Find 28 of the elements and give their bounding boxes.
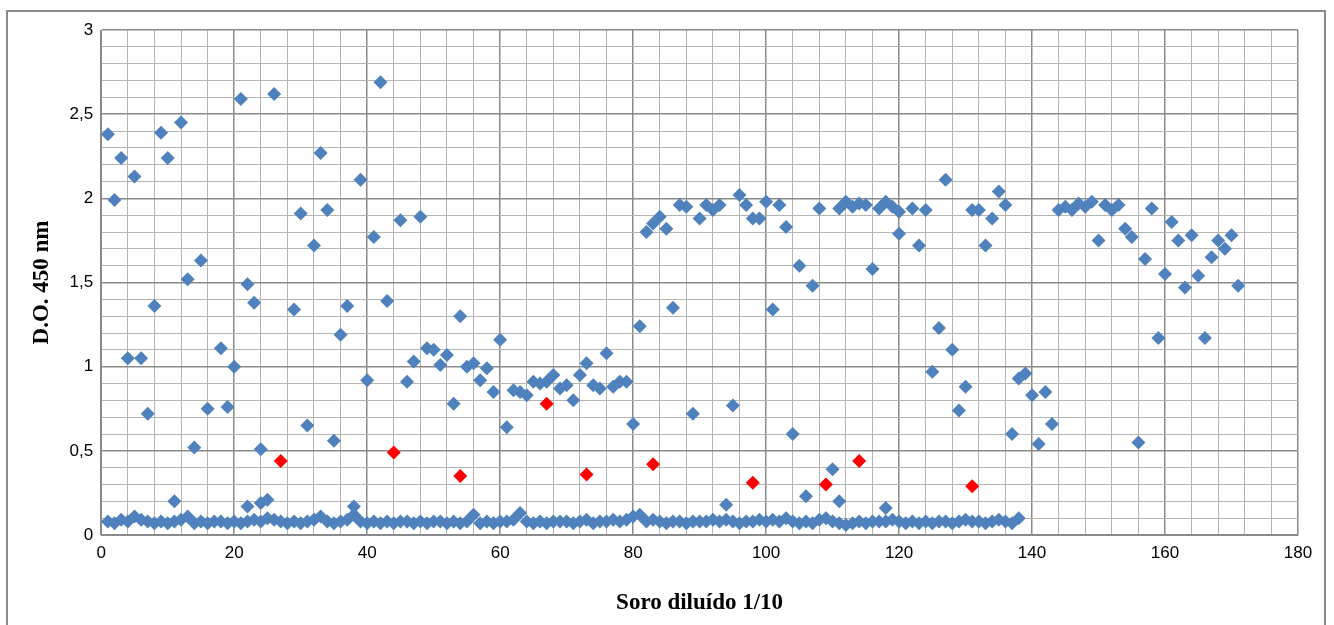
x-tick-label: 60 xyxy=(490,542,510,562)
y-tick-label: 2 xyxy=(83,188,94,208)
x-tick-label: 140 xyxy=(1017,542,1047,562)
y-tick-label: 1 xyxy=(83,356,94,376)
y-tick-label: 0,5 xyxy=(69,440,94,460)
x-tick-label: 20 xyxy=(224,542,244,562)
point xyxy=(539,396,554,411)
point xyxy=(818,477,833,492)
point xyxy=(745,475,760,490)
x-tick-label: 120 xyxy=(884,542,914,562)
x-tick-label: 180 xyxy=(1283,542,1313,562)
point xyxy=(646,457,661,472)
y-tick-label: 0 xyxy=(83,524,94,544)
y-axis-title: D.O. 450 nm xyxy=(27,220,53,345)
x-tick-label: 80 xyxy=(623,542,643,562)
point xyxy=(273,453,288,468)
point xyxy=(579,467,594,482)
point xyxy=(453,469,468,484)
x-tick-label: 40 xyxy=(357,542,377,562)
point xyxy=(386,445,401,460)
x-axis-title: Soro diluído 1/10 xyxy=(616,589,784,615)
x-tick-label: 100 xyxy=(751,542,781,562)
y-tick-label: 2,5 xyxy=(69,103,94,123)
x-tick-label: 160 xyxy=(1150,542,1180,562)
point xyxy=(965,479,980,494)
y-tick-label: 1,5 xyxy=(69,272,94,292)
y-tick-label: 3 xyxy=(83,19,94,39)
point xyxy=(852,453,867,468)
